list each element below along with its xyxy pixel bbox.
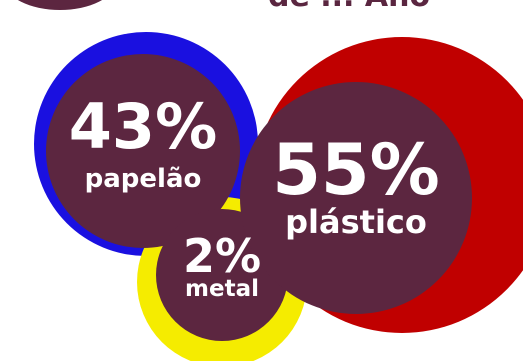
category-label-papelao: papelão — [85, 164, 202, 194]
value-label-papelao: 43% — [69, 90, 217, 163]
chart-title: de ... Ano — [268, 0, 430, 14]
bubble-papelao — [46, 54, 240, 248]
category-label-plastico: plástico — [285, 203, 427, 241]
value-label-plastico: 55% — [272, 129, 440, 211]
bubble-plastico — [240, 82, 472, 314]
value-label-metal: 2% — [183, 229, 261, 283]
header-blob — [17, 0, 103, 10]
category-label-metal: metal — [185, 276, 259, 302]
